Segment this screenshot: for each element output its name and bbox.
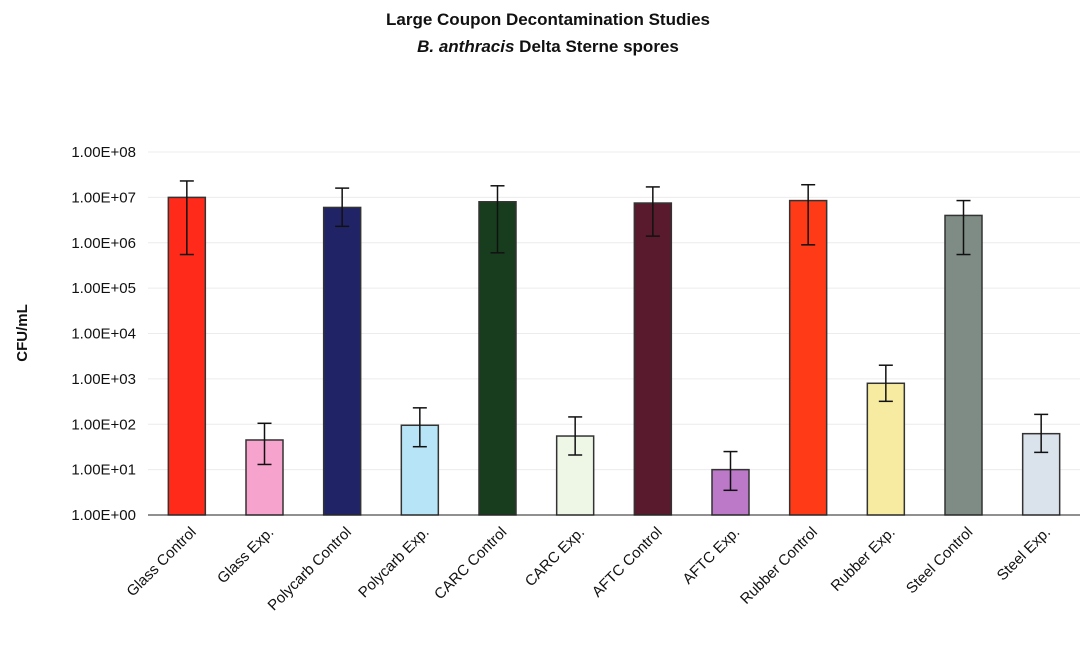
y-tick-label: 1.00E+01 — [71, 462, 136, 479]
error-bars — [179, 180, 1049, 492]
x-category-labels: Glass Control Glass Exp.Polycarb Control P… — [123, 524, 1054, 614]
x-category-label: Steel Control — [903, 524, 976, 597]
x-category-label: Rubber Exp. — [828, 524, 899, 595]
chart-subtitle: B. anthracis Delta Sterne spores — [417, 37, 679, 56]
bar — [633, 202, 673, 516]
error-bar — [878, 364, 893, 403]
x-category-label: Steel Exp. — [994, 524, 1054, 584]
error-bar — [723, 450, 738, 492]
error-bar — [568, 416, 583, 456]
bar — [788, 199, 828, 516]
y-tick-label: 1.00E+07 — [71, 189, 136, 206]
y-tick-label: 1.00E+00 — [71, 507, 136, 524]
bar — [944, 214, 983, 516]
error-bar — [412, 407, 427, 448]
x-category-label: CARC Exp. — [522, 524, 588, 590]
y-tick-label: 1.00E+02 — [71, 416, 136, 433]
error-bar — [645, 186, 660, 237]
bar — [866, 382, 906, 516]
y-tick-label: 1.00E+04 — [71, 326, 136, 343]
gridlines — [148, 151, 1080, 471]
x-category-label: AFTC Exp. — [679, 524, 743, 588]
error-bar — [490, 185, 505, 254]
error-bar — [179, 180, 194, 256]
chart-title: Large Coupon Decontamination Studies — [386, 10, 710, 29]
y-tick-labels: 1.00E+00 1.00E+01 1.00E+02 1.00E+03 1.00E+04… — [71, 144, 136, 524]
y-tick-label: 1.00E+06 — [71, 235, 136, 252]
error-bar — [335, 187, 350, 228]
subtitle-strain: Delta Sterne spores — [519, 37, 679, 56]
error-bar — [801, 183, 816, 246]
y-axis-label: CFU/mL — [14, 304, 31, 362]
error-bar — [257, 422, 272, 466]
error-bar — [1034, 413, 1049, 454]
subtitle-species: B. anthracis — [417, 37, 514, 56]
error-bar — [956, 199, 971, 256]
y-tick-label: 1.00E+03 — [71, 371, 136, 388]
x-category-label: AFTC Control — [589, 524, 666, 601]
x-category-label: Polycarb Exp. — [355, 524, 432, 601]
x-category-label: CARC Control — [431, 524, 510, 603]
bar — [322, 206, 362, 516]
bars — [167, 196, 1061, 516]
x-category-label: Glass Exp. — [214, 524, 277, 587]
x-category-label: Rubber Control — [737, 524, 821, 608]
y-tick-label: 1.00E+08 — [71, 144, 136, 161]
y-tick-label: 1.00E+05 — [71, 280, 136, 297]
x-category-label: Polycarb Control — [265, 524, 355, 614]
x-category-label: Glass Control — [123, 524, 199, 600]
